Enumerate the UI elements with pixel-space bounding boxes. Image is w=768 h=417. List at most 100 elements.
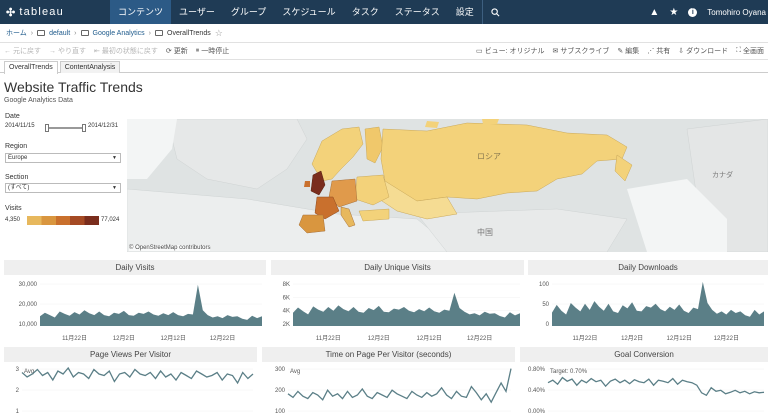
date-range-slider[interactable]: 2014/11/15 2014/12/31	[5, 123, 125, 133]
tableau-plus-icon: ✣	[6, 6, 17, 19]
chevron-right-icon: ›	[148, 29, 152, 37]
goal-conversion-chart[interactable]: 0.80% 0.40% 0.00% Target: 0.70%	[520, 363, 768, 417]
region-filter-label: Region	[5, 143, 28, 150]
section-value: (すべて)	[8, 185, 30, 191]
visits-legend-label: Visits	[5, 205, 22, 212]
tableau-logo[interactable]: ✣ tableau	[6, 0, 64, 24]
panel-title-page-views: Page Views Per Visitor	[4, 347, 257, 362]
toolbar: ← 元に戻す → やり直す ⇤ 最初の状態に戻す ⟳ 更新 ⏸ 一時停止 ▭ ビュー: オリ…	[0, 43, 768, 60]
revert-label: 最初の状態に戻す	[101, 48, 158, 55]
download-button[interactable]: ⇩ ダウンロード	[674, 46, 732, 56]
fullscreen-button[interactable]: ⛶ 全画面	[732, 46, 768, 56]
view-label: ビュー: オリジナル	[484, 48, 545, 55]
nav-item-schedules[interactable]: スケジュール	[282, 7, 336, 17]
slider-handle-start[interactable]	[45, 124, 49, 132]
section-dropdown[interactable]: (すべて) ▼	[5, 183, 121, 193]
view-button[interactable]: ▭ ビュー: オリジナル	[472, 46, 549, 56]
share-icon: ⋰	[647, 48, 655, 55]
x-tick-label: 12月22日	[714, 335, 739, 342]
x-tick-label: 12月12日	[161, 335, 186, 342]
slider-track[interactable]	[46, 127, 84, 129]
breadcrumb-project[interactable]: Google Analytics	[92, 29, 145, 37]
revert-button[interactable]: ⇤ 最初の状態に戻す	[90, 46, 162, 56]
y-tick-label: 3	[16, 367, 20, 373]
mail-icon: ✉	[552, 48, 559, 55]
x-tick-label: 12月2日	[368, 335, 390, 342]
y-tick-label: 6K	[283, 295, 290, 301]
region-dropdown[interactable]: Europe ▼	[5, 153, 121, 163]
region-value: Europe	[8, 155, 28, 161]
daily-unique-chart[interactable]: 8K 6K 4K 2K 11月22日 12月2日 12月12日 12月22日	[271, 276, 524, 342]
alert-icon[interactable]: ▲	[649, 6, 660, 18]
visits-gradient	[27, 216, 99, 225]
search-icon[interactable]	[481, 0, 508, 24]
view-icon: ▭	[475, 48, 483, 55]
nav-item-status[interactable]: ステータス	[394, 7, 440, 17]
panel-title-goal-conversion: Goal Conversion	[520, 347, 768, 362]
breadcrumb-default[interactable]: default	[49, 29, 71, 37]
panel-title-time-on-page: Time on Page Per Visitor (seconds)	[262, 347, 515, 362]
breadcrumb: ホーム › default › Google Analytics › Overa…	[0, 24, 768, 43]
time-on-page-chart[interactable]: 300 200 100 Avg	[262, 363, 515, 417]
workbook-icon	[80, 30, 89, 36]
map-label-canada: カナダ	[712, 170, 733, 179]
y-tick-label: 300	[275, 367, 286, 373]
page-views-chart[interactable]: 3 2 1 Avg	[4, 363, 257, 417]
refresh-button[interactable]: ⟳ 更新	[162, 46, 192, 56]
share-label: 共有	[656, 48, 671, 55]
y-tick-label: 4K	[283, 309, 290, 315]
slider-handle-end[interactable]	[82, 124, 86, 132]
reference-line-label: Avg	[290, 369, 300, 375]
dashboard-subtitle: Google Analytics Data	[4, 97, 73, 104]
nav-right: ▲ ★ i Tomohiro Oyana	[649, 0, 768, 24]
undo-label: 元に戻す	[13, 48, 41, 55]
y-tick-label: 0	[546, 322, 550, 328]
breadcrumb-sheet: OverallTrends	[167, 29, 211, 37]
visits-color-legend: 4,350 77,024	[5, 216, 125, 226]
sheet-tabs: OverallTrends ContentAnalysis	[0, 60, 768, 74]
series-area	[552, 281, 764, 326]
series-line	[21, 366, 254, 385]
region-map[interactable]: ロシア 中国 カナダ © OpenStreetMap contributors	[127, 119, 768, 252]
y-tick-label: 100	[275, 409, 286, 415]
y-tick-label: 0.40%	[528, 388, 546, 394]
user-name[interactable]: Tomohiro Oyana	[707, 7, 766, 17]
x-tick-label: 11月22日	[573, 335, 598, 342]
daily-visits-chart[interactable]: 30,000 20,000 10,000 11月22日 12月2日 12月12日 12月22…	[4, 276, 266, 342]
fullscreen-icon: ⛶	[736, 47, 741, 54]
nav-item-content[interactable]: コンテンツ	[110, 0, 172, 24]
reference-line-label: Target: 0.70%	[550, 369, 588, 375]
x-tick-label: 12月2日	[113, 335, 135, 342]
nav-item-groups[interactable]: グループ	[230, 7, 267, 17]
breadcrumb-home[interactable]: ホーム	[6, 30, 27, 37]
undo-button[interactable]: ← 元に戻す	[0, 46, 45, 56]
y-tick-label: 30,000	[19, 282, 38, 288]
subscribe-button[interactable]: ✉ サブスクライブ	[548, 46, 613, 56]
edit-label: 編集	[625, 48, 640, 55]
tab-overall-trends[interactable]: OverallTrends	[4, 61, 58, 74]
favorites-star-icon[interactable]: ★	[669, 6, 679, 18]
y-tick-label: 50	[542, 302, 549, 308]
favorite-star-icon[interactable]: ☆	[214, 27, 223, 38]
tab-content-analysis[interactable]: ContentAnalysis	[59, 61, 121, 73]
nav-item-users[interactable]: ユーザー	[179, 7, 215, 17]
panel-title-daily-visits: Daily Visits	[4, 260, 266, 275]
edit-button[interactable]: ✎ 編集	[613, 46, 643, 56]
y-tick-label: 2	[16, 388, 20, 394]
pause-label: 一時停止	[201, 48, 230, 55]
info-icon[interactable]: i	[688, 7, 698, 17]
daily-downloads-chart[interactable]: 100 50 0 11月22日 12月2日 12月12日 12月22日	[528, 276, 768, 342]
pause-button[interactable]: ⏸ 一時停止	[192, 46, 234, 56]
fullscreen-label: 全画面	[743, 48, 764, 55]
reference-line-label: Avg	[24, 369, 34, 375]
x-tick-label: 12月12日	[667, 335, 692, 342]
sheet-icon	[155, 30, 164, 36]
refresh-label: 更新	[173, 48, 188, 55]
download-label: ダウンロード	[686, 48, 729, 55]
map-label-russia: ロシア	[477, 152, 501, 161]
nav-item-tasks[interactable]: タスク	[351, 7, 379, 17]
nav-item-settings[interactable]: 設定	[455, 7, 474, 17]
share-button[interactable]: ⋰ 共有	[643, 46, 674, 56]
redo-button[interactable]: → やり直す	[45, 46, 90, 56]
chevron-right-icon: ›	[74, 29, 77, 37]
